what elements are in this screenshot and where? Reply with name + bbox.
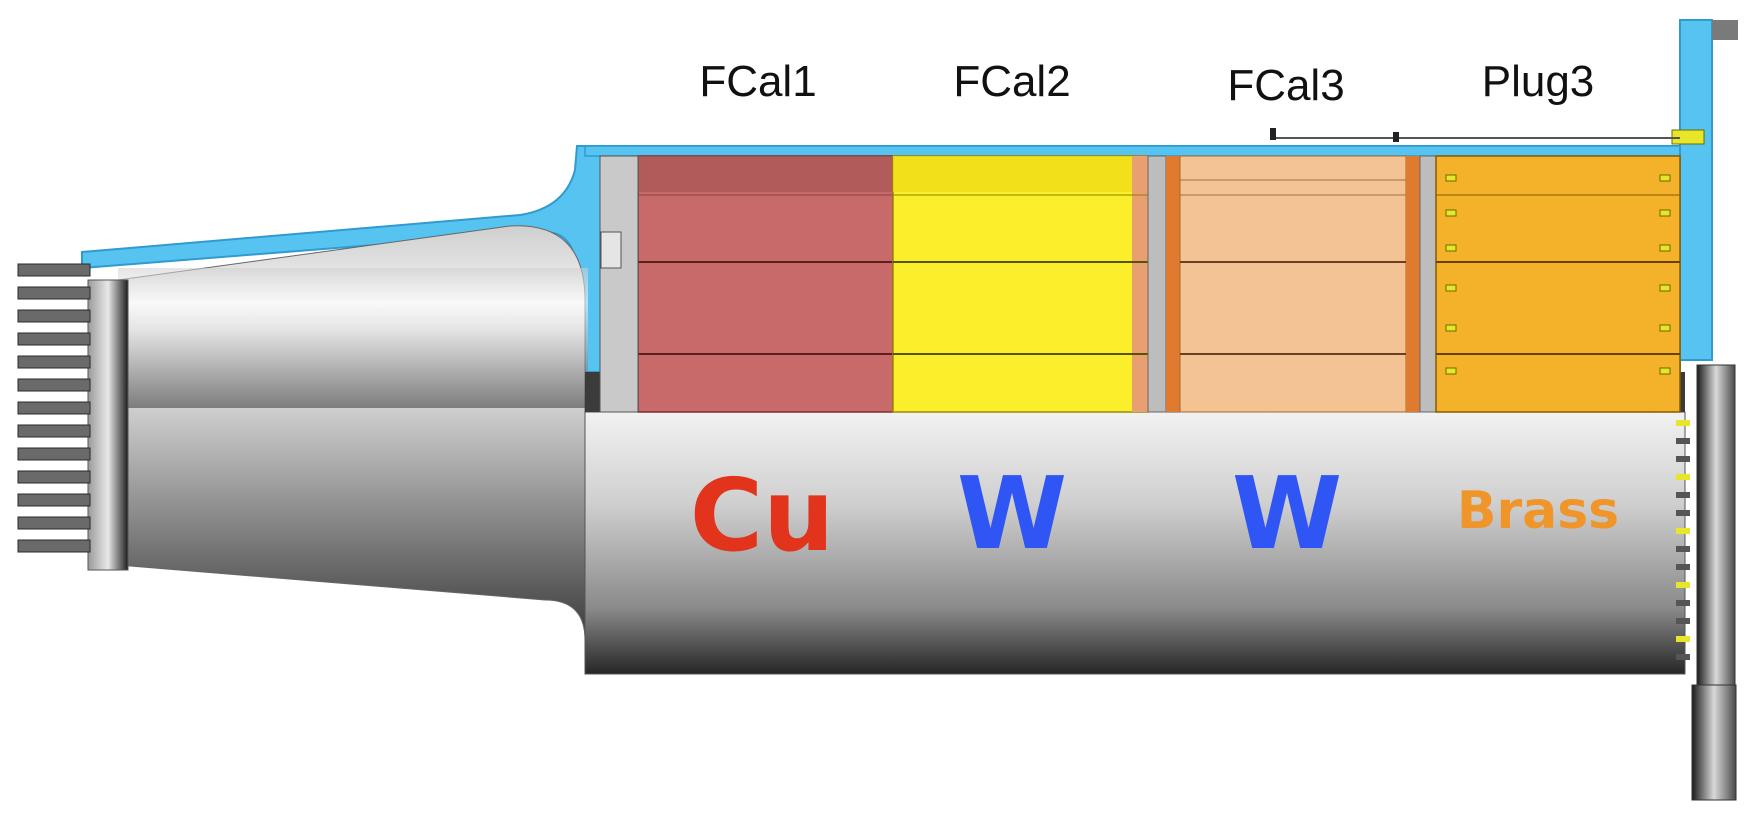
rear-bolt — [1676, 636, 1690, 642]
plug-bolt — [1445, 324, 1457, 332]
fcal1-top-band — [638, 156, 893, 192]
fcal3-front-plate — [1166, 156, 1180, 412]
rear-bolt — [1676, 528, 1690, 534]
comb-tooth — [17, 332, 91, 346]
cone-upper-band — [118, 268, 588, 408]
module-label-fcal2: FCal2 — [953, 57, 1070, 106]
plug3-absorber — [1435, 155, 1681, 413]
module-gap — [1419, 155, 1437, 413]
fcal3-module — [1166, 155, 1420, 413]
fcal3-rear-plate — [1406, 156, 1420, 412]
fcal2-absorber — [892, 155, 1149, 413]
comb-tooth — [17, 470, 91, 484]
comb-tooth — [17, 355, 91, 369]
comb-tooth — [17, 424, 91, 438]
rear-bolt — [1676, 438, 1690, 444]
rear-ring-lower — [1691, 684, 1737, 801]
plug3-module — [1435, 155, 1681, 413]
material-label-fcal2: W — [957, 455, 1067, 572]
module-label-fcal3: FCal3 — [1227, 61, 1344, 110]
plug-bolt — [1659, 367, 1671, 375]
plug-bolt — [1445, 209, 1457, 217]
plug-bolt — [1445, 367, 1457, 375]
fcal2-top-band — [893, 156, 1148, 192]
fcal2-module — [892, 155, 1149, 413]
comb-tooth — [17, 378, 91, 392]
rear-bolt — [1676, 456, 1690, 462]
cryostat-end-flange — [1679, 19, 1713, 361]
rail-marker — [1270, 128, 1276, 140]
front-connector-stub — [600, 231, 622, 269]
rear-ring-upper — [1696, 364, 1736, 686]
module-label-plug3: Plug3 — [1482, 57, 1595, 106]
plug-bolt — [1445, 174, 1457, 182]
comb-tooth — [17, 539, 91, 553]
cone-end-cap — [87, 279, 129, 571]
plug3-bolts — [1445, 174, 1671, 375]
rear-bolt — [1676, 564, 1690, 570]
front-connector-plate — [599, 155, 639, 413]
cold-tube-body — [584, 411, 1686, 675]
rear-bolt — [1676, 420, 1690, 426]
fcal3-absorber — [1179, 155, 1407, 413]
comb-tooth — [17, 493, 91, 507]
rail-marker — [1393, 132, 1399, 142]
comb-teeth — [17, 263, 91, 553]
plug-bolt — [1659, 244, 1671, 252]
plug-bolt — [1445, 244, 1457, 252]
fcal1-absorber — [637, 155, 894, 413]
rear-bolt — [1676, 510, 1690, 516]
material-label-fcal1: Cu — [690, 457, 835, 574]
material-label-fcal3: W — [1232, 455, 1342, 572]
rear-bolt-column — [1676, 420, 1690, 660]
rear-bolt — [1676, 600, 1690, 606]
comb-tooth — [17, 286, 91, 300]
rear-bolt — [1676, 474, 1690, 480]
comb-tooth — [17, 401, 91, 415]
plug-bolt — [1659, 209, 1671, 217]
fcal1-module — [637, 155, 894, 413]
rear-bolt — [1676, 618, 1690, 624]
comb-tooth — [17, 516, 91, 530]
fcal2-rear-plate — [1132, 156, 1148, 412]
rear-bolt — [1676, 546, 1690, 552]
rear-bolt — [1676, 582, 1690, 588]
beam-pipe-cone — [17, 225, 588, 641]
cryostat-top-plate — [584, 145, 1681, 157]
plug-bolt — [1659, 284, 1671, 292]
module-label-fcal1: FCal1 — [699, 57, 816, 106]
rear-bolt — [1676, 654, 1690, 660]
material-label-plug3: Brass — [1457, 481, 1619, 541]
plug-bolt — [1445, 284, 1457, 292]
rear-ring-top — [1712, 20, 1738, 40]
module-gap — [1147, 155, 1167, 413]
comb-tooth — [17, 309, 91, 323]
rear-bolt — [1676, 492, 1690, 498]
plug-bolt — [1659, 324, 1671, 332]
comb-tooth — [17, 447, 91, 461]
plug-bolt — [1659, 174, 1671, 182]
comb-tooth — [17, 263, 91, 277]
